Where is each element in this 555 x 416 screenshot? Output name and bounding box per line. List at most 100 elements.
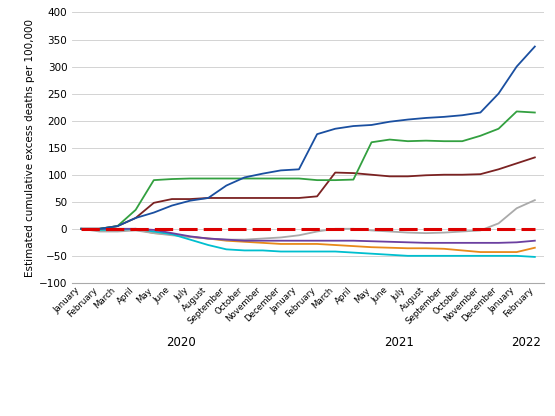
Sweden — [278, 196, 284, 201]
United States — [532, 44, 538, 49]
United States — [259, 171, 266, 176]
Sweden — [423, 173, 430, 178]
Denmark — [332, 226, 339, 231]
New Zealand — [423, 253, 430, 258]
United Kingdom — [96, 226, 103, 231]
New Zealand — [205, 243, 211, 248]
United States — [150, 210, 157, 215]
Taiwan — [495, 240, 502, 245]
Sweden — [441, 172, 447, 177]
Line: United Kingdom: United Kingdom — [81, 111, 535, 229]
Sweden — [96, 226, 103, 231]
Sweden — [459, 172, 466, 177]
Taiwan — [314, 238, 320, 243]
United Kingdom — [405, 139, 411, 144]
United States — [132, 215, 139, 220]
Australia — [477, 250, 484, 255]
Line: Australia: Australia — [81, 229, 535, 252]
New Zealand — [513, 253, 520, 258]
Taiwan — [169, 230, 175, 235]
United Kingdom — [350, 177, 357, 182]
New Zealand — [169, 232, 175, 237]
Australia — [368, 245, 375, 250]
Denmark — [314, 229, 320, 234]
Sweden — [513, 161, 520, 166]
Denmark — [132, 228, 139, 233]
Denmark — [495, 221, 502, 226]
United Kingdom — [78, 226, 84, 231]
Australia — [314, 241, 320, 246]
Australia — [278, 241, 284, 246]
Taiwan — [259, 238, 266, 243]
Taiwan — [441, 240, 447, 245]
United Kingdom — [513, 109, 520, 114]
Australia — [96, 228, 103, 233]
Denmark — [186, 234, 194, 239]
Australia — [259, 240, 266, 245]
New Zealand — [459, 253, 466, 258]
Denmark — [296, 233, 302, 238]
New Zealand — [532, 255, 538, 260]
Australia — [386, 245, 393, 250]
Denmark — [223, 237, 230, 242]
Denmark — [405, 230, 411, 235]
United States — [368, 122, 375, 127]
Taiwan — [405, 240, 411, 245]
Sweden — [296, 196, 302, 201]
Sweden — [495, 167, 502, 172]
United States — [332, 126, 339, 131]
Australia — [296, 241, 302, 246]
Denmark — [513, 206, 520, 211]
Taiwan — [350, 238, 357, 243]
Australia — [132, 227, 139, 232]
New Zealand — [150, 229, 157, 234]
Australia — [114, 228, 121, 233]
Denmark — [350, 226, 357, 231]
United Kingdom — [223, 176, 230, 181]
New Zealand — [477, 253, 484, 258]
Denmark — [114, 229, 121, 234]
Denmark — [96, 229, 103, 234]
Line: New Zealand: New Zealand — [81, 229, 535, 257]
Line: Taiwan: Taiwan — [81, 229, 535, 243]
United States — [405, 117, 411, 122]
Taiwan — [96, 226, 103, 231]
Taiwan — [205, 236, 211, 241]
United Kingdom — [132, 207, 139, 212]
Sweden — [350, 171, 357, 176]
Y-axis label: Estimated cumulative excess deaths per 100,000: Estimated cumulative excess deaths per 1… — [25, 19, 35, 277]
Australia — [150, 230, 157, 235]
New Zealand — [132, 226, 139, 231]
United States — [96, 226, 103, 231]
Australia — [423, 246, 430, 251]
Taiwan — [114, 226, 121, 231]
Australia — [513, 250, 520, 255]
Sweden — [368, 172, 375, 177]
Taiwan — [241, 238, 248, 243]
New Zealand — [314, 249, 320, 254]
New Zealand — [386, 252, 393, 257]
United States — [296, 167, 302, 172]
United Kingdom — [114, 223, 121, 228]
Denmark — [169, 233, 175, 238]
Australia — [205, 236, 211, 241]
New Zealand — [241, 248, 248, 253]
United States — [495, 91, 502, 96]
Denmark — [477, 228, 484, 233]
Taiwan — [477, 240, 484, 245]
Australia — [78, 226, 84, 231]
Denmark — [386, 229, 393, 234]
Denmark — [205, 236, 211, 241]
United States — [241, 175, 248, 180]
United States — [477, 110, 484, 115]
Australia — [405, 246, 411, 251]
Sweden — [332, 170, 339, 175]
United Kingdom — [296, 176, 302, 181]
Denmark — [441, 230, 447, 235]
United Kingdom — [441, 139, 447, 144]
Text: 2022: 2022 — [511, 336, 541, 349]
United States — [186, 198, 194, 203]
New Zealand — [278, 249, 284, 254]
New Zealand — [495, 253, 502, 258]
United Kingdom — [205, 176, 211, 181]
